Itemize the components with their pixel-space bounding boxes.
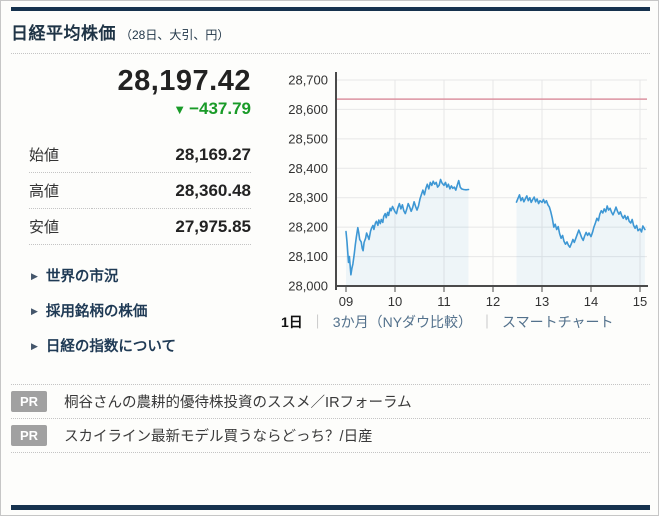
table-row: 安値 27,975.85 — [29, 208, 251, 245]
svg-text:10: 10 — [388, 294, 402, 309]
price-change: ▼ −437.79 — [11, 98, 251, 121]
header: 日経平均株価 （28日、大引、円） — [11, 11, 650, 54]
svg-text:28,700: 28,700 — [288, 73, 328, 88]
open-value: 28,169.27 — [92, 137, 251, 173]
separator: ｜ — [310, 314, 325, 330]
svg-text:28,300: 28,300 — [288, 190, 328, 205]
link-label: 採用銘柄の株価 — [45, 304, 148, 320]
svg-text:28,500: 28,500 — [288, 131, 328, 146]
triangle-right-icon: ▶ — [31, 341, 38, 351]
svg-text:11: 11 — [437, 294, 451, 309]
open-label: 始値 — [29, 137, 93, 173]
price-change-value: −437.79 — [189, 99, 251, 118]
page-title: 日経平均株価 — [11, 24, 116, 43]
top-accent-bar — [11, 7, 650, 11]
pr-badge: PR — [11, 391, 48, 412]
svg-text:12: 12 — [486, 294, 500, 309]
low-label: 安値 — [29, 208, 93, 245]
link-component-stocks[interactable]: ▶ 採用銘柄の株価 — [31, 300, 261, 321]
svg-text:28,400: 28,400 — [288, 161, 328, 176]
separator: ｜ — [480, 314, 495, 330]
quote-table: 始値 28,169.27 高値 28,360.48 安値 27,975.85 — [29, 137, 251, 245]
link-label: 日経の指数について — [45, 339, 176, 355]
pr-link-text: 桐谷さんの農耕的優待株投資のススメ／IRフォーラム — [64, 395, 412, 411]
svg-text:28,000: 28,000 — [288, 279, 328, 294]
triangle-right-icon: ▶ — [31, 306, 38, 316]
low-value: 27,975.85 — [92, 208, 251, 245]
chart-period-nav: 1日 ｜ 3か月（NYダウ比較） ｜ スマートチャート — [281, 312, 650, 332]
current-price: 28,197.42 — [117, 65, 251, 97]
main-area: 28,197.42 ▼ −437.79 始値 28,169.27 高値 28,36… — [11, 64, 650, 370]
svg-text:09: 09 — [339, 294, 353, 309]
table-row: 高値 28,360.48 — [29, 172, 251, 209]
tab-3month-nydow[interactable]: 3か月（NYダウ比較） — [332, 314, 473, 330]
svg-text:14: 14 — [584, 294, 598, 309]
link-label: 世界の市況 — [45, 269, 119, 285]
chart-panel: 28,000 28,100 28,200 28,300 28,400 28,500 28,6… — [261, 64, 650, 370]
price-block: 28,197.42 ▼ −437.79 — [11, 64, 251, 121]
bottom-accent-bar — [11, 505, 650, 510]
tab-smart-chart[interactable]: スマートチャート — [502, 314, 614, 330]
related-links: ▶ 世界の市況 ▶ 採用銘柄の株価 ▶ 日経の指数について — [31, 265, 261, 356]
pr-row-ir-forum[interactable]: PR 桐谷さんの農耕的優待株投資のススメ／IRフォーラム — [11, 385, 650, 419]
svg-text:28,100: 28,100 — [288, 249, 328, 264]
page-subtitle: （28日、大引、円） — [120, 28, 230, 42]
pr-link-text: スカイライン最新モデル買うならどっち？/日産 — [64, 429, 373, 445]
pr-row-nissan[interactable]: PR スカイライン最新モデル買うならどっち？/日産 — [11, 419, 650, 453]
pr-badge: PR — [11, 425, 48, 446]
table-row: 始値 28,169.27 — [29, 137, 251, 173]
high-label: 高値 — [29, 172, 93, 209]
tab-1day[interactable]: 1日 — [281, 314, 303, 330]
down-triangle-icon: ▼ — [173, 102, 187, 117]
svg-text:13: 13 — [535, 294, 549, 309]
pr-section: PR 桐谷さんの農耕的優待株投資のススメ／IRフォーラム PR スカイライン最新… — [11, 384, 650, 453]
svg-text:28,200: 28,200 — [288, 220, 328, 235]
triangle-right-icon: ▶ — [31, 271, 38, 281]
svg-text:15: 15 — [633, 294, 647, 309]
link-world-markets[interactable]: ▶ 世界の市況 — [31, 265, 261, 286]
high-value: 28,360.48 — [92, 172, 251, 209]
link-about-index[interactable]: ▶ 日経の指数について — [31, 335, 261, 356]
intraday-chart[interactable]: 28,000 28,100 28,200 28,300 28,400 28,500 28,6… — [261, 64, 650, 310]
quote-panel: 28,197.42 ▼ −437.79 始値 28,169.27 高値 28,36… — [11, 64, 261, 370]
svg-text:28,600: 28,600 — [288, 102, 328, 117]
